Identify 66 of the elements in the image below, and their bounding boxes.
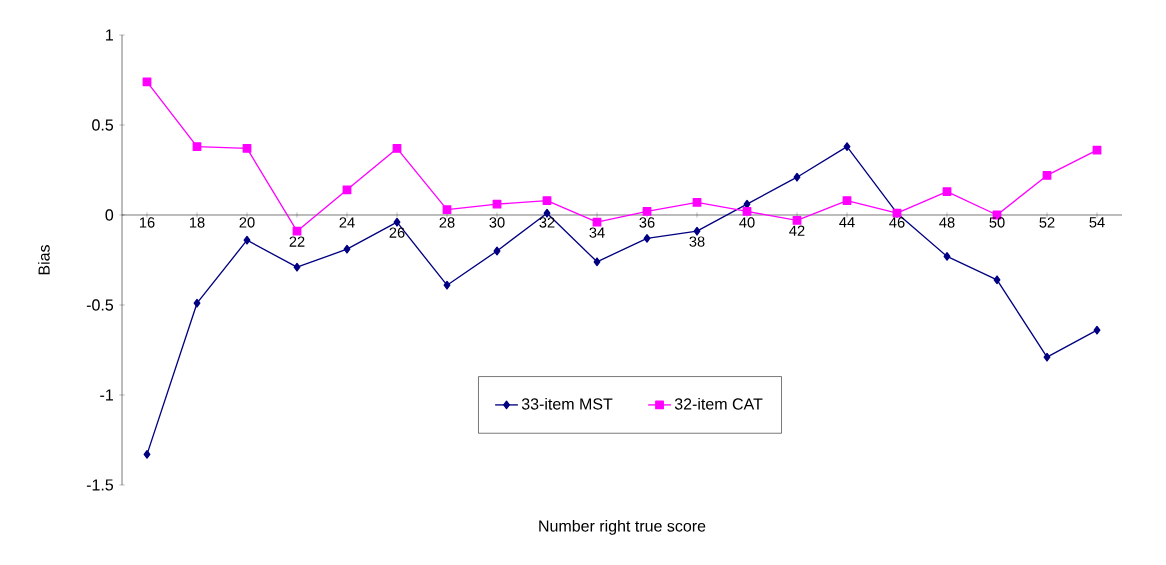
x-tick-label: 40 (739, 217, 755, 228)
point (693, 226, 701, 236)
point (243, 235, 251, 245)
x-tick-label: 30 (489, 217, 505, 228)
x-tick-label: 42 (789, 225, 805, 236)
point (142, 77, 152, 87)
x-tick-label: 48 (939, 217, 955, 228)
x-tick-label: 54 (1089, 217, 1105, 228)
point (442, 205, 452, 214)
point (792, 216, 802, 225)
x-tick-label: 24 (339, 217, 355, 228)
point (193, 298, 201, 308)
point (443, 280, 451, 290)
x-tick-label: 36 (639, 217, 655, 228)
x-tick-label: 38 (689, 236, 705, 247)
x-tick-label: 18 (189, 217, 205, 228)
point (692, 198, 702, 207)
point (742, 206, 752, 216)
point (392, 144, 402, 153)
point (643, 234, 651, 243)
point (1093, 325, 1101, 335)
y-tick-label: 0.5 (92, 119, 114, 131)
point (492, 199, 502, 209)
point (1043, 352, 1051, 362)
point (842, 196, 852, 205)
x-axis-title: Number right true score (539, 519, 706, 535)
point (843, 142, 851, 152)
point (292, 226, 302, 236)
x-tick-label: 52 (1039, 217, 1055, 228)
point (493, 246, 501, 256)
x-tick-label: 34 (589, 227, 605, 238)
y-tick-label: -1 (100, 389, 113, 401)
point (192, 142, 202, 152)
point (543, 208, 551, 218)
x-tick-label: 32 (539, 217, 555, 228)
point (942, 187, 952, 196)
point (542, 196, 552, 205)
x-tick-label: 16 (139, 217, 155, 228)
y-tick-label: 1 (106, 29, 113, 41)
point (943, 252, 951, 261)
y-tick-label: -1.5 (86, 479, 114, 491)
x-tick-label: 20 (239, 217, 255, 228)
y-axis-title: Bias (38, 245, 50, 275)
point (642, 206, 652, 216)
point (143, 449, 151, 459)
y-tick-label: 0 (105, 209, 114, 221)
x-tick-label: 28 (439, 217, 455, 228)
legend-label: 32-item CAT (674, 397, 763, 410)
point (393, 217, 401, 227)
x-tick-label: 46 (889, 217, 905, 228)
point (342, 185, 352, 195)
point (242, 144, 252, 153)
y-tick-label: -0.5 (86, 299, 114, 311)
legend-label: 33-item MST (521, 397, 613, 410)
point (343, 244, 351, 254)
point (793, 172, 801, 182)
point (593, 257, 601, 267)
point (592, 217, 602, 227)
x-tick-label: 26 (389, 227, 405, 238)
point (993, 275, 1001, 285)
point (1092, 145, 1102, 155)
x-tick-label: 22 (289, 236, 305, 247)
point (293, 262, 301, 272)
x-tick-label: 50 (989, 217, 1005, 228)
x-tick-label: 44 (839, 217, 855, 228)
point (1042, 171, 1052, 180)
